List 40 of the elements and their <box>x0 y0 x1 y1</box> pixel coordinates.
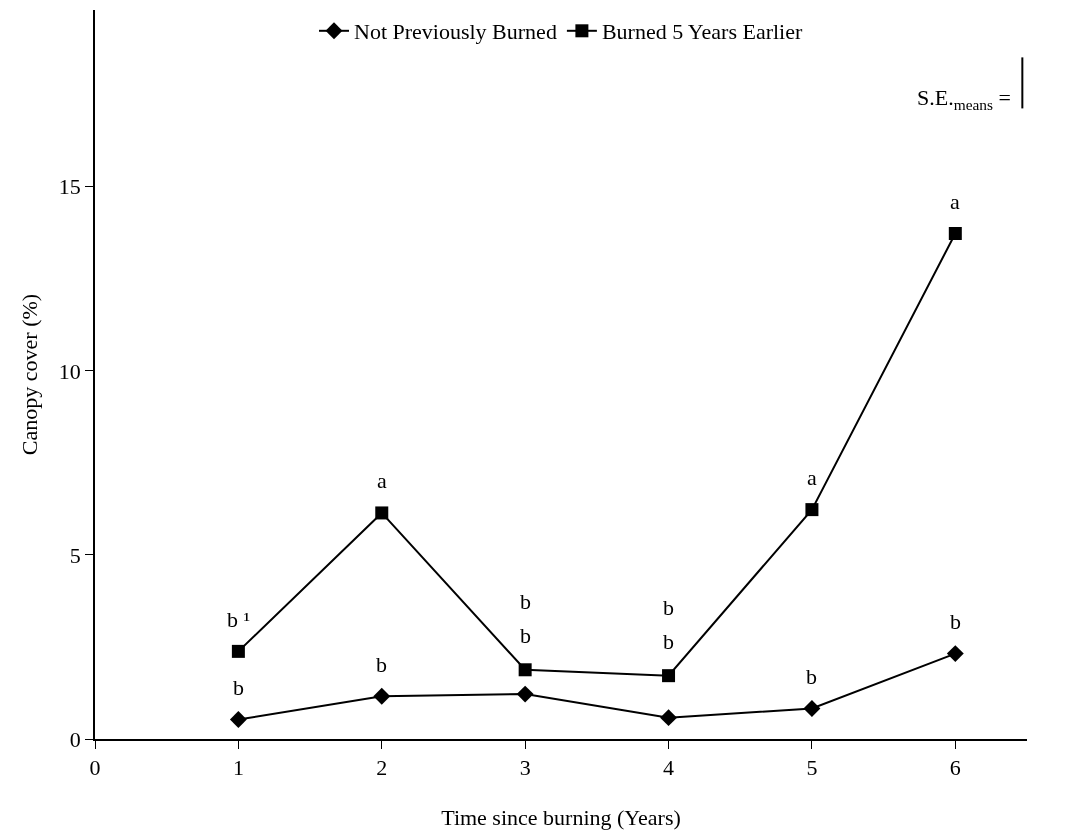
data-label: b <box>376 652 387 677</box>
point <box>660 709 677 727</box>
point <box>662 669 676 683</box>
data-label: b <box>663 629 674 654</box>
point <box>518 663 532 677</box>
y-axis-title: Canopy cover (%) <box>17 293 43 456</box>
point <box>231 644 245 658</box>
y-tick-label: 5 <box>69 542 81 568</box>
legend-label: Burned 5 Years Earlier <box>601 19 803 45</box>
x-tick-label: 0 <box>89 755 101 781</box>
legend-label: Not Previously Burned <box>354 19 557 45</box>
data-label: b ¹ <box>227 607 251 632</box>
y-tick-label: 10 <box>58 358 81 384</box>
data-label: b <box>520 623 531 648</box>
data-label: b <box>233 675 244 700</box>
x-axis-title: Time since burning (Years) <box>441 804 681 830</box>
data-label: a <box>377 468 387 493</box>
point <box>805 503 819 517</box>
point <box>516 685 534 703</box>
point <box>946 645 964 663</box>
x-tick-label: 3 <box>519 755 531 781</box>
x-tick-label: 2 <box>376 755 388 781</box>
point <box>375 506 389 520</box>
x-tick-label: 6 <box>949 755 961 781</box>
point <box>803 699 821 717</box>
y-tick-label: 0 <box>69 726 81 752</box>
point <box>229 711 247 728</box>
y-tick-label: 15 <box>58 174 81 200</box>
data-label: b <box>806 664 817 689</box>
data-label: a <box>807 465 817 490</box>
point <box>948 226 962 240</box>
data-label: b <box>520 589 531 614</box>
data-label: b <box>950 609 961 634</box>
point <box>373 687 391 705</box>
data-label: b <box>663 595 674 620</box>
annotation: S.E.$_{means}$ = <box>917 85 1011 113</box>
x-tick-label: 5 <box>806 755 818 781</box>
x-tick-label: 4 <box>663 755 675 781</box>
x-tick-label: 1 <box>232 755 244 781</box>
data-label: a <box>950 189 960 214</box>
